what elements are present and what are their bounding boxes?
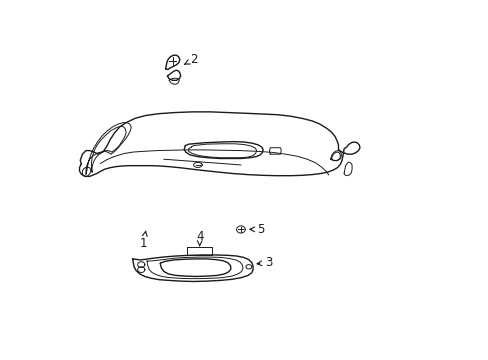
Text: 1: 1	[140, 231, 147, 250]
Text: 2: 2	[184, 53, 197, 66]
Text: 3: 3	[257, 256, 272, 269]
Text: 5: 5	[249, 223, 264, 236]
Text: 4: 4	[196, 230, 203, 246]
